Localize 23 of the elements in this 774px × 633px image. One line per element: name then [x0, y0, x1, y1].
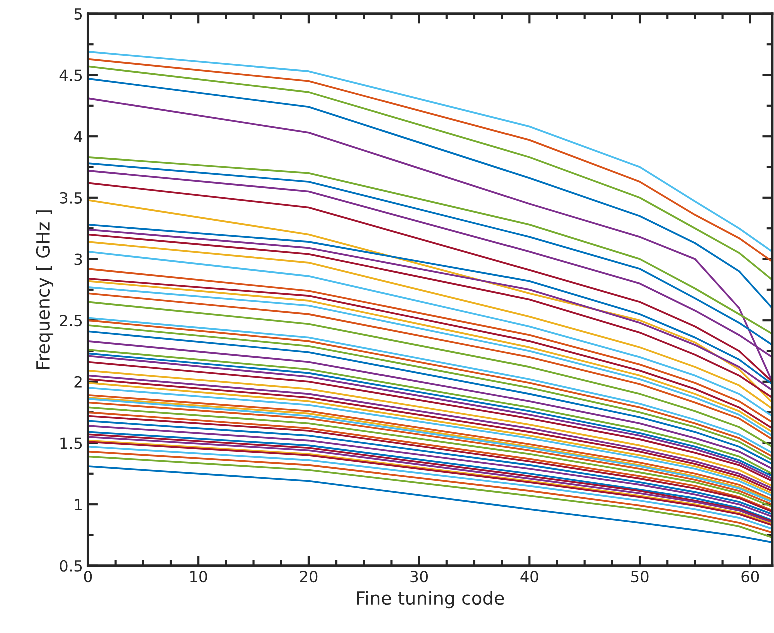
x-tick-label: 20 — [300, 571, 318, 583]
x-tick-label: 40 — [520, 571, 538, 583]
x-tick-label: 10 — [190, 571, 208, 583]
y-axis-title: Frequency [ GHz ] — [36, 210, 54, 369]
y-tick-label: 1.5 — [60, 438, 82, 450]
x-tick-label: 50 — [631, 571, 649, 583]
x-axis-title: Fine tuning code — [357, 591, 504, 609]
y-tick-label: 4.5 — [60, 70, 82, 82]
y-tick-label: 0.5 — [60, 560, 82, 572]
y-tick-label: 2.5 — [60, 315, 82, 327]
x-tick-label: 60 — [742, 571, 760, 583]
x-tick-label: 30 — [410, 571, 428, 583]
y-tick-label: 5 — [74, 8, 82, 20]
x-tick-label: 0 — [84, 571, 92, 583]
y-tick-label: 3.5 — [60, 192, 82, 204]
y-tick-label: 2 — [74, 376, 82, 388]
line-series — [88, 199, 772, 404]
y-tick-label: 4 — [74, 131, 83, 142]
line-series — [88, 466, 772, 544]
y-tick-label: 3 — [74, 254, 82, 266]
line-series — [88, 78, 772, 310]
y-tick-label: 1 — [75, 499, 82, 510]
line-series — [88, 182, 772, 383]
